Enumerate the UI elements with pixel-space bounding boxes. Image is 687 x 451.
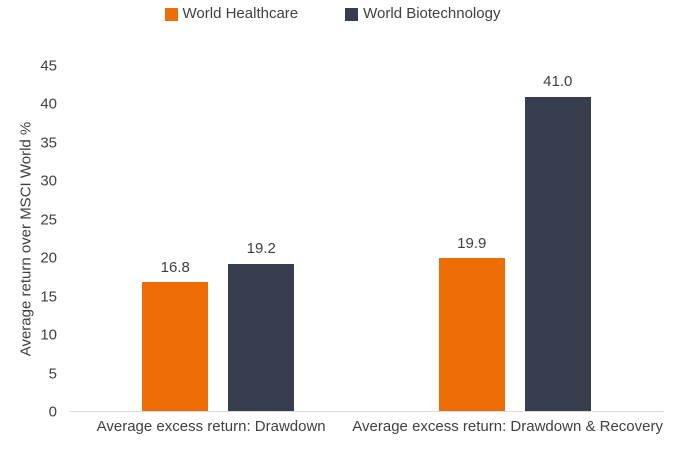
bar-value-label: 16.8	[160, 258, 190, 276]
legend-label: World Healthcare	[182, 5, 299, 22]
plot-area: 16.8 19.2 19.9 41.0	[70, 66, 663, 412]
bar-group-average-excess-return-drawdown-recovery: 19.9 41.0	[367, 66, 664, 411]
legend-swatch-icon	[345, 7, 359, 21]
y-tick-label: 45	[40, 57, 57, 75]
x-axis-labels: Average excess return: Drawdown Average e…	[70, 418, 663, 436]
bar-world-healthcare[interactable]	[438, 258, 505, 411]
x-category-label: Average excess return: Drawdown & Recove…	[352, 418, 663, 435]
bar-world-healthcare[interactable]	[142, 282, 209, 411]
bar-value-label: 19.9	[457, 234, 487, 252]
y-tick-label: 40	[40, 95, 57, 113]
y-tick-label: 35	[40, 134, 57, 152]
bar-world-biotechnology[interactable]	[524, 96, 591, 411]
bar-value-label: 41.0	[543, 73, 573, 91]
legend-label: World Biotechnology	[363, 5, 501, 22]
x-category-label: Average excess return: Drawdown	[96, 418, 326, 435]
y-tick-label: 30	[40, 172, 57, 190]
bar-column-world-biotechnology: 19.2	[228, 66, 295, 411]
y-tick-label: 20	[40, 249, 57, 267]
legend-swatch-icon	[164, 7, 178, 21]
bar-world-biotechnology[interactable]	[228, 263, 295, 411]
y-tick-label: 25	[40, 211, 57, 229]
y-tick-label: 0	[48, 403, 57, 421]
y-tick-label: 10	[40, 326, 57, 344]
y-axis: 0 5 10 15 20 25 30 35 40 45	[0, 59, 57, 420]
bar-column-world-healthcare: 19.9	[438, 66, 505, 411]
legend-item-world-biotechnology[interactable]: World Biotechnology	[345, 5, 500, 23]
legend-item-world-healthcare[interactable]: World Healthcare	[164, 5, 299, 23]
y-tick-label: 15	[40, 288, 57, 306]
y-tick-label: 5	[48, 365, 57, 383]
bar-column-world-biotechnology: 41.0	[524, 66, 591, 411]
chart-legend: World Healthcare World Biotechnology	[0, 2, 665, 26]
bar-group-average-excess-return-drawdown: 16.8 19.2	[70, 66, 367, 411]
bar-value-label: 19.2	[246, 240, 276, 258]
bar-column-world-healthcare: 16.8	[142, 66, 209, 411]
